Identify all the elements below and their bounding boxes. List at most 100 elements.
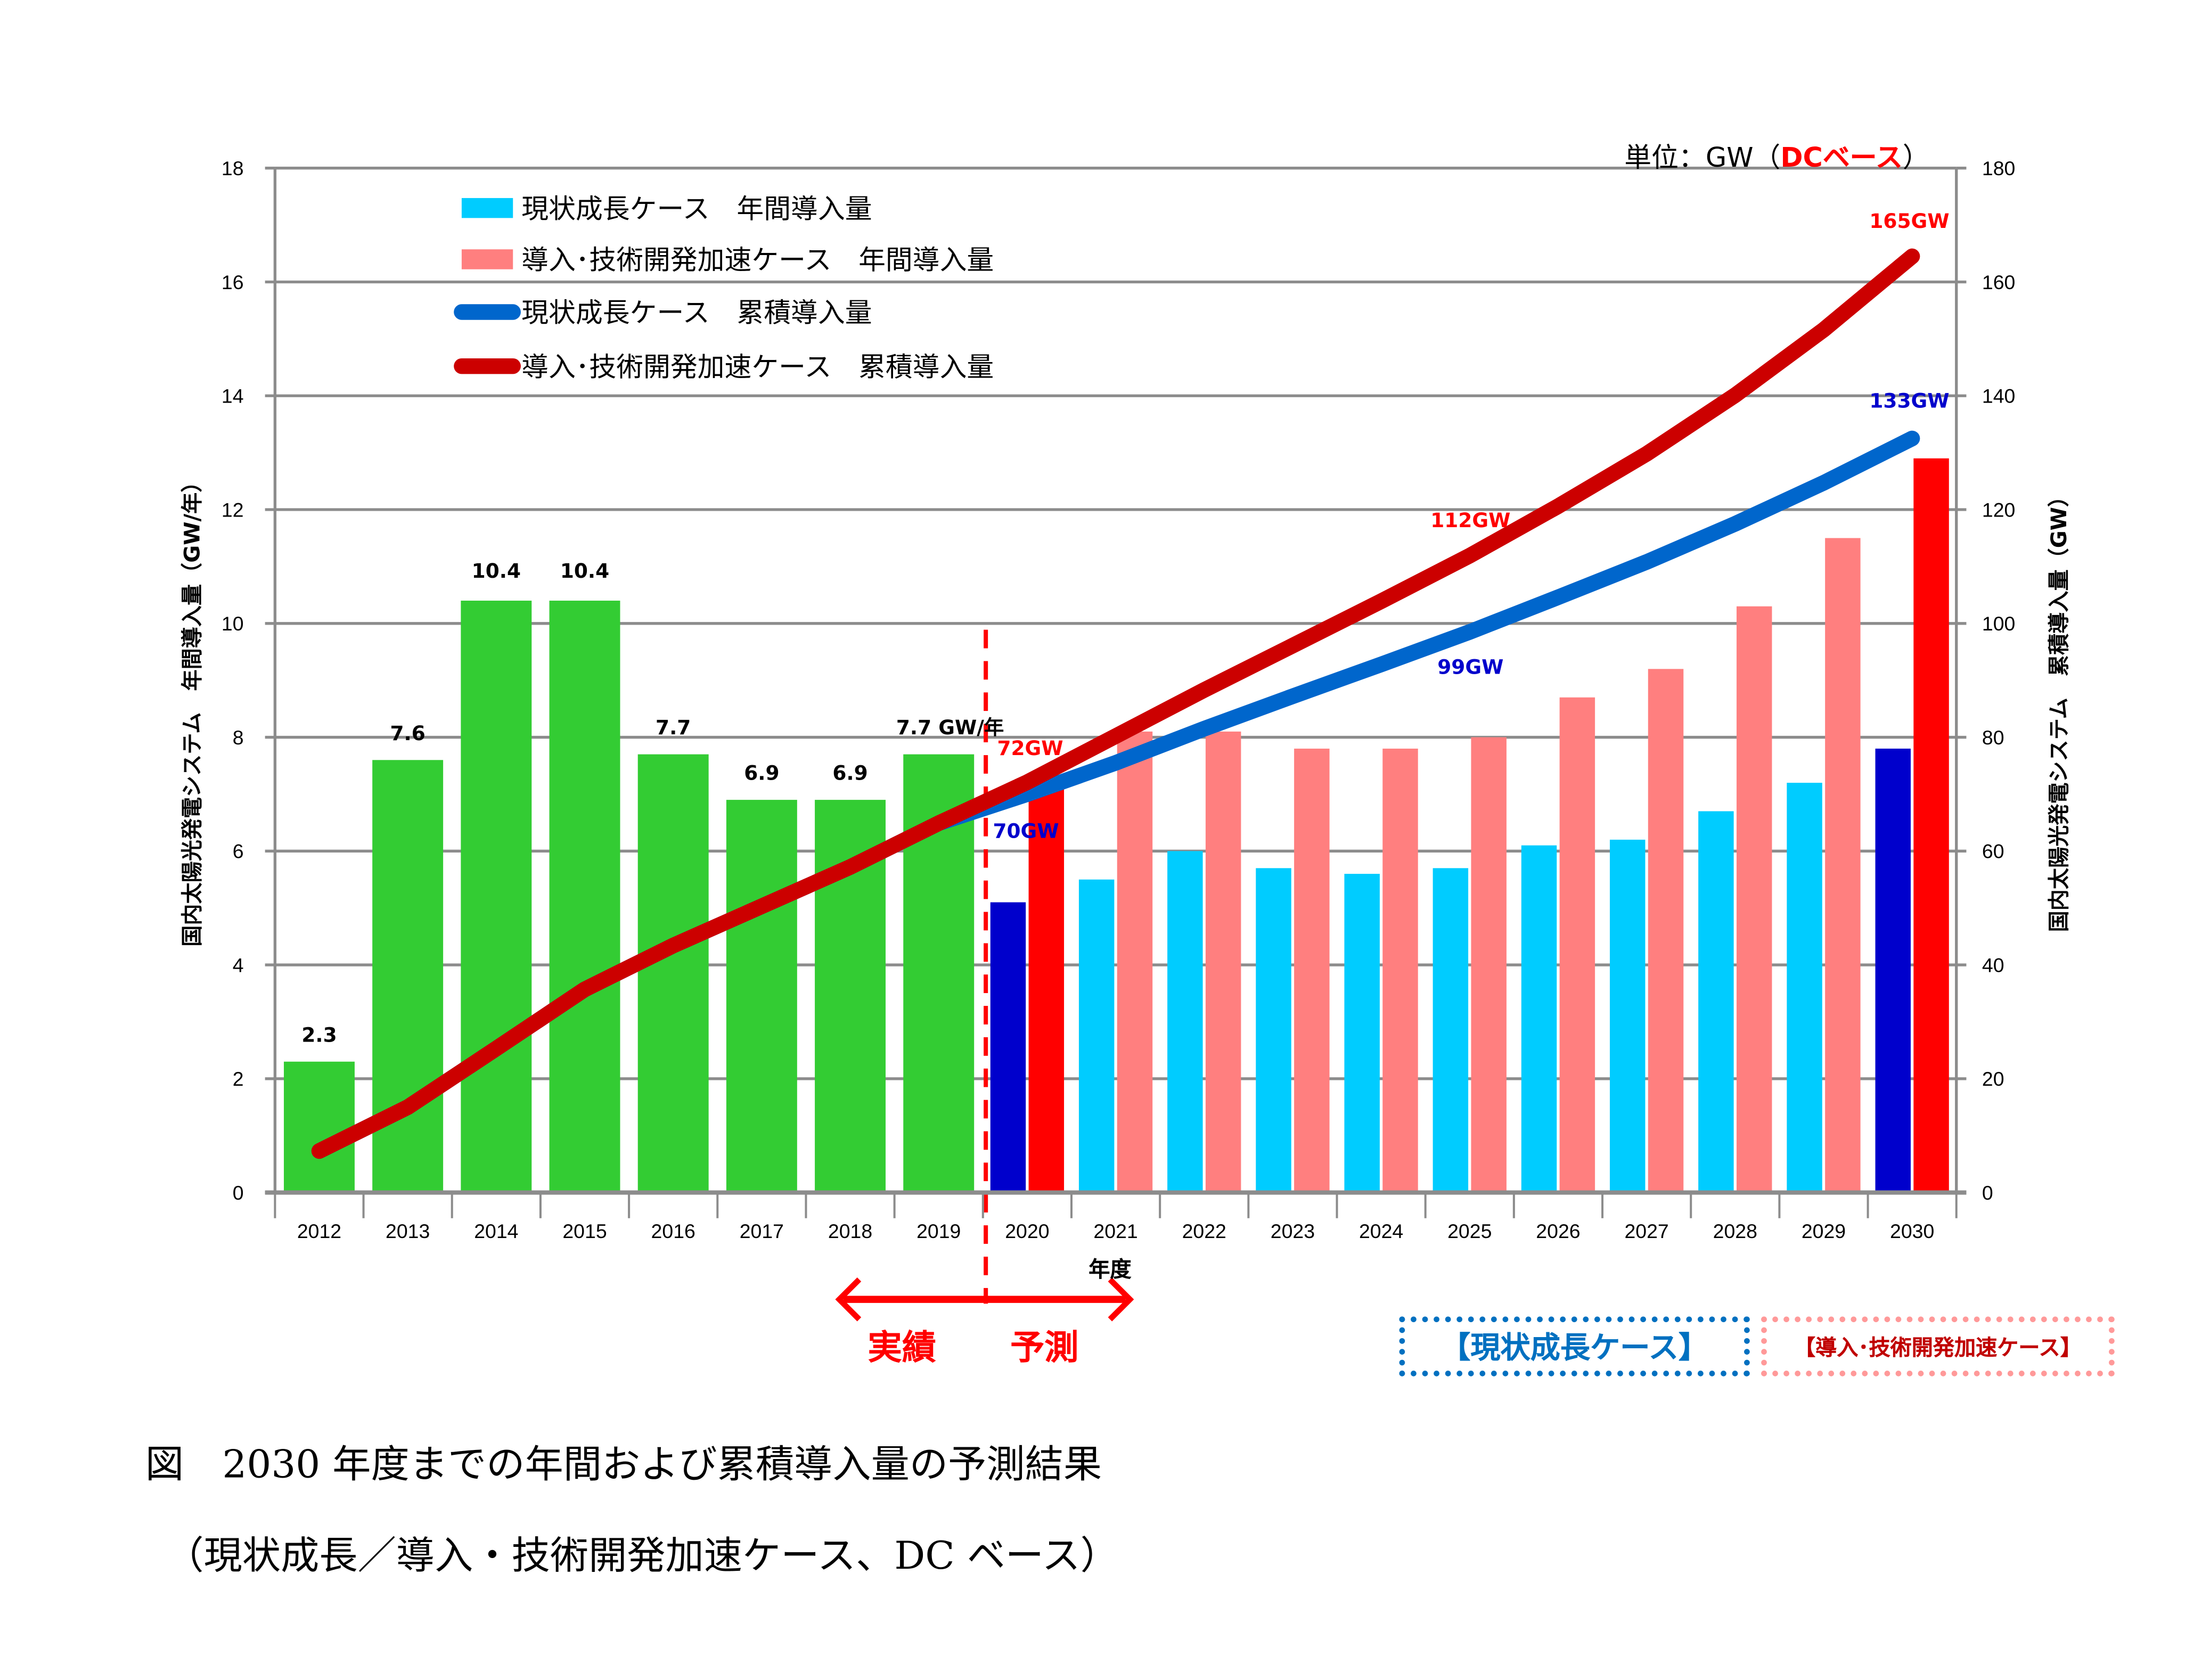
bar-accelerated-case <box>1382 748 1418 1193</box>
forecast-period-label: 予測 <box>1010 1327 1079 1368</box>
cumulative-value-label: 112GW <box>1430 509 1510 532</box>
x-tick-label: 2022 <box>1182 1220 1226 1242</box>
bar-historical <box>549 601 620 1193</box>
bar-value-label: 6.9 <box>744 761 779 785</box>
y2-tick-label: 40 <box>1982 954 2004 976</box>
y2-tick-label: 80 <box>1982 726 2004 749</box>
y-tick-label: 10 <box>222 612 244 635</box>
figure-caption-line1: 図 2030 年度までの年間および累積導入量の予測結果 <box>145 1443 1102 1488</box>
y2-tick-label: 120 <box>1982 498 2015 521</box>
figure-caption-line2: （現状成長／導入・技術開発加速ケース、DC ベース） <box>165 1534 1119 1579</box>
unit-basis: DCベース <box>1780 142 1903 174</box>
legend-label: 導入･技術開発加速ケース 年間導入量 <box>521 244 994 276</box>
bar-accelerated-case <box>1117 731 1153 1193</box>
bar-value-label: 10.4 <box>560 559 609 583</box>
bar-accelerated-case <box>1913 458 1949 1193</box>
bar-value-label: 6.9 <box>832 761 867 785</box>
bar-current-case <box>1787 783 1822 1193</box>
y-tick-label: 16 <box>222 271 244 293</box>
bar-accelerated-case <box>1736 606 1772 1193</box>
x-tick-label: 2015 <box>562 1220 607 1242</box>
legend-swatch-bar <box>461 198 513 218</box>
unit-label: 単位：GW（DCベース） <box>1624 137 1929 175</box>
bar-value-label: 7.7 <box>656 716 691 739</box>
x-tick-label: 2021 <box>1093 1220 1137 1242</box>
unit-suffix: ） <box>1902 142 1930 174</box>
cumulative-value-label: 70GW <box>993 819 1059 842</box>
line-accelerated-cumulative <box>311 248 1920 1159</box>
bar-value-label: 2.3 <box>301 1023 337 1046</box>
bar-current-case <box>1167 851 1203 1193</box>
x-tick-label: 2012 <box>297 1220 341 1242</box>
axes: 0 0 2 20 4 40 6 60 8 80 10 100 12 120 14 140 16 160 18 180 2… <box>181 157 2072 1242</box>
period-arrow <box>835 1277 1134 1322</box>
bar-accelerated-case <box>1559 697 1595 1193</box>
x-tick-label: 2026 <box>1536 1220 1580 1242</box>
y2-tick-label: 140 <box>1982 385 2015 407</box>
bar-historical <box>461 601 532 1193</box>
bar-accelerated-case <box>1825 538 1861 1193</box>
x-tick-label: 2027 <box>1624 1220 1668 1242</box>
bar-current-case <box>1609 839 1646 1193</box>
bar-value-label: 7.7 GW/年 <box>896 716 1004 739</box>
current-case-box: 【現状成長ケース】 <box>1399 1316 1750 1376</box>
x-tick-label: 2029 <box>1802 1220 1846 1242</box>
x-axis-title: 年度 <box>1088 1256 1132 1283</box>
y-tick-label: 4 <box>233 954 244 976</box>
x-tick-label: 2025 <box>1447 1220 1492 1242</box>
y-tick-label: 2 <box>233 1068 244 1090</box>
bar-accelerated-case <box>1294 748 1330 1193</box>
y-tick-label: 14 <box>222 385 244 407</box>
y-axis-title: 国内太陽光発電システム 年間導入量（GW/年） <box>181 471 205 947</box>
legend-label: 導入･技術開発加速ケース 累積導入量 <box>521 351 994 382</box>
y2-tick-label: 0 <box>1982 1182 1993 1204</box>
x-tick-label: 2017 <box>740 1220 784 1242</box>
cumulative-value-label: 99GW <box>1437 655 1503 679</box>
bar-current-case <box>1521 845 1557 1193</box>
y2-tick-label: 100 <box>1982 612 2015 635</box>
bar-current-case <box>1344 874 1380 1193</box>
bars <box>284 458 1949 1193</box>
cumulative-lines <box>311 248 1920 1159</box>
x-tick-label: 2020 <box>1005 1220 1049 1242</box>
cumulative-value-label: 133GW <box>1869 389 1949 412</box>
actual-period-label: 実績 <box>867 1327 936 1368</box>
bar-current-case <box>1698 811 1734 1193</box>
x-tick-label: 2023 <box>1271 1220 1315 1242</box>
y2-tick-label: 20 <box>1982 1068 2004 1090</box>
y2-tick-label: 160 <box>1982 271 2015 293</box>
y-tick-label: 0 <box>233 1182 244 1204</box>
x-tick-label: 2016 <box>651 1220 695 1242</box>
x-tick-label: 2030 <box>1890 1220 1934 1242</box>
x-tick-label: 2028 <box>1713 1220 1757 1242</box>
bar-accelerated-case <box>1028 783 1065 1193</box>
bar-value-label: 7.6 <box>390 722 425 745</box>
legend-swatch-bar <box>461 249 513 269</box>
legend-label: 現状成長ケース 累積導入量 <box>521 297 872 329</box>
x-tick-label: 2014 <box>474 1220 518 1242</box>
y2-axis-title: 国内太陽光発電システム 累積導入量（GW） <box>2047 486 2072 932</box>
y-tick-label: 18 <box>222 157 244 179</box>
y-tick-label: 6 <box>233 840 244 863</box>
bar-current-case <box>1078 879 1115 1193</box>
cumulative-value-label: 72GW <box>997 736 1063 760</box>
y-tick-label: 12 <box>222 498 244 521</box>
x-tick-label: 2018 <box>828 1220 872 1242</box>
accelerated-case-box: 【導入･技術開発加速ケース】 <box>1761 1316 2115 1376</box>
bar-historical <box>284 1061 355 1193</box>
y2-tick-label: 180 <box>1982 157 2015 179</box>
y-tick-label: 8 <box>233 726 244 749</box>
arrow-head-left-icon <box>835 1277 862 1322</box>
bar-accelerated-case <box>1205 731 1241 1193</box>
x-tick-label: 2024 <box>1359 1220 1403 1242</box>
y2-tick-label: 60 <box>1982 840 2004 863</box>
cumulative-value-label: 165GW <box>1869 209 1949 233</box>
unit-prefix: 単位：GW（ <box>1624 142 1781 174</box>
bar-historical <box>726 800 797 1193</box>
bar-accelerated-case <box>1648 669 1684 1193</box>
bar-current-case <box>1256 868 1291 1193</box>
